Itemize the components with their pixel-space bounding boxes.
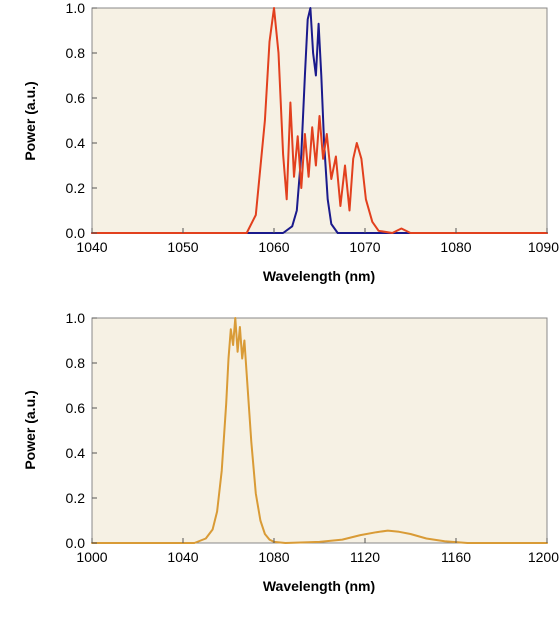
x-tick-label: 1000 bbox=[76, 549, 107, 565]
y-tick-label: 0.0 bbox=[66, 225, 86, 241]
y-tick-label: 0.8 bbox=[66, 45, 86, 61]
y-tick-label: 1.0 bbox=[66, 0, 86, 16]
y-ticks: 0.0 0.2 0.4 0.6 0.8 1.0 bbox=[66, 310, 97, 551]
series-line-1 bbox=[91, 7, 548, 234]
top-chart: 0.00.20.40.60.81.0 1040 1050 1060 1070 1080 1… bbox=[22, 0, 559, 284]
plot-area bbox=[91, 317, 548, 544]
x-tick-label: 1090 bbox=[528, 239, 559, 255]
y-axis-label: Power (a.u.) bbox=[22, 390, 38, 469]
x-tick-label: 1050 bbox=[167, 239, 198, 255]
x-ticks: 1000 1040 1080 1120 1160 1200 bbox=[76, 538, 559, 565]
y-tick-label: 0.2 bbox=[66, 180, 86, 196]
y-tick-label: 1.0 bbox=[66, 310, 86, 326]
y-tick-label: 0.2 bbox=[66, 490, 86, 506]
bottom-chart: 0.00.20.40.60.81.0 1000 1040 1080 1120 1160 1… bbox=[22, 310, 559, 594]
series-line-1 bbox=[91, 317, 548, 544]
x-tick-label: 1060 bbox=[258, 239, 289, 255]
x-tick-label: 1200 bbox=[528, 549, 559, 565]
x-tick-label: 1120 bbox=[350, 549, 380, 565]
y-ticks: 0.0 0.2 0.4 0.6 0.8 1.0 bbox=[66, 0, 97, 241]
x-axis-label: Wavelength (nm) bbox=[263, 268, 375, 284]
y-tick-label: 0.6 bbox=[66, 400, 86, 416]
x-tick-label: 1040 bbox=[76, 239, 107, 255]
series-layer bbox=[91, 317, 548, 544]
y-tick-label: 0.4 bbox=[66, 445, 86, 461]
x-tick-label: 1160 bbox=[441, 549, 471, 565]
x-axis-label: Wavelength (nm) bbox=[263, 578, 375, 594]
x-tick-label: 1070 bbox=[349, 239, 380, 255]
series-layer bbox=[91, 7, 548, 234]
y-tick-label: 0.6 bbox=[66, 90, 86, 106]
y-tick-label: 0.4 bbox=[66, 135, 86, 151]
x-tick-label: 1040 bbox=[167, 549, 198, 565]
x-tick-label: 1080 bbox=[258, 549, 289, 565]
y-tick-label: 0.8 bbox=[66, 355, 86, 371]
y-tick-label: 0.0 bbox=[66, 535, 86, 551]
x-ticks: 1040 1050 1060 1070 1080 1090 bbox=[76, 228, 559, 255]
y-axis-label: Power (a.u.) bbox=[22, 81, 38, 160]
x-tick-label: 1080 bbox=[440, 239, 471, 255]
series-line-2 bbox=[91, 7, 548, 234]
